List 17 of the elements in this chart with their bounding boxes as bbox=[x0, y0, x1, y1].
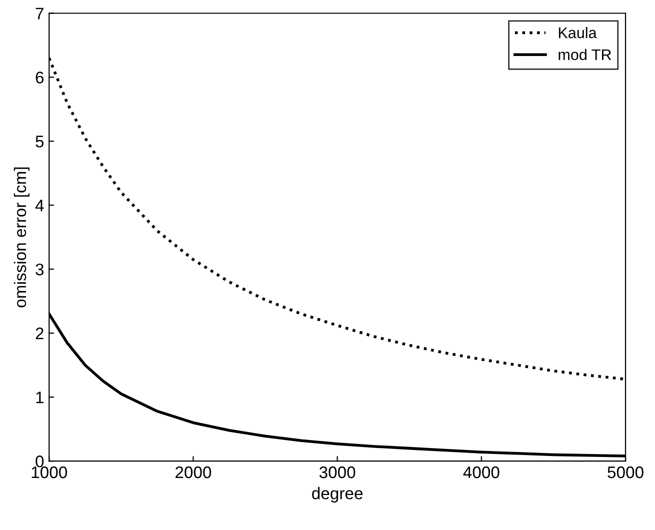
x-tick-label: 5000 bbox=[608, 466, 644, 478]
y-tick-label: 2 bbox=[36, 328, 44, 340]
legend-label: mod TR bbox=[558, 48, 612, 60]
x-tick-label: 3000 bbox=[319, 466, 356, 478]
legend-label: Kaula bbox=[558, 27, 597, 38]
y-tick-label: 3 bbox=[36, 264, 44, 276]
y-tick-label: 1 bbox=[36, 392, 44, 404]
y-axis-title: omission error [cm] bbox=[14, 168, 30, 308]
y-tick-label: 7 bbox=[36, 8, 44, 20]
y-tick-label: 0 bbox=[36, 456, 44, 468]
y-tick-label: 5 bbox=[36, 136, 44, 148]
x-tick-label: 2000 bbox=[176, 466, 212, 478]
x-tick-label: 4000 bbox=[463, 466, 500, 478]
x-tick-label: 1000 bbox=[32, 466, 68, 478]
y-tick-label: 6 bbox=[36, 72, 44, 84]
x-axis-title: degree bbox=[312, 487, 363, 503]
y-tick-label: 4 bbox=[35, 200, 44, 212]
